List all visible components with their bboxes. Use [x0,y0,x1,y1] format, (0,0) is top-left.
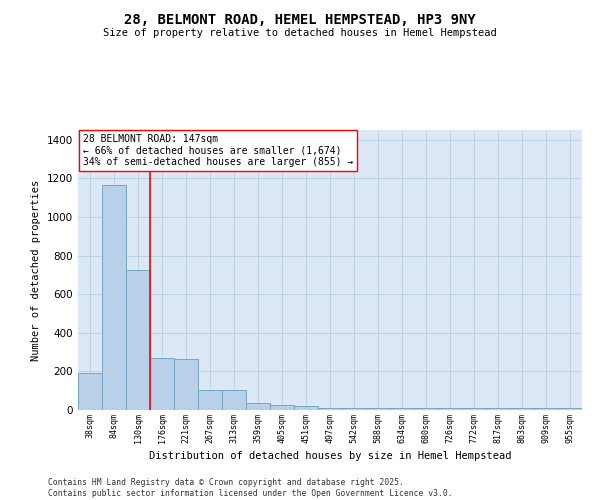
Bar [510,408,534,410]
Text: 28 BELMONT ROAD: 147sqm
← 66% of detached houses are smaller (1,674)
34% of semi: 28 BELMONT ROAD: 147sqm ← 66% of detache… [83,134,353,168]
Bar [198,390,222,410]
Bar [174,359,198,410]
Bar [486,408,510,410]
Bar [342,408,366,410]
Bar [294,406,318,410]
X-axis label: Distribution of detached houses by size in Hemel Hempstead: Distribution of detached houses by size … [149,451,511,461]
Text: Size of property relative to detached houses in Hemel Hempstead: Size of property relative to detached ho… [103,28,497,38]
Bar [126,270,150,410]
Text: Contains HM Land Registry data © Crown copyright and database right 2025.
Contai: Contains HM Land Registry data © Crown c… [48,478,452,498]
Bar [246,403,270,410]
Bar [438,408,462,410]
Bar [150,358,174,410]
Bar [270,405,294,410]
Bar [462,408,486,410]
Bar [366,408,390,410]
Y-axis label: Number of detached properties: Number of detached properties [31,180,41,360]
Bar [318,408,342,410]
Bar [102,185,126,410]
Bar [414,408,438,410]
Text: 28, BELMONT ROAD, HEMEL HEMPSTEAD, HP3 9NY: 28, BELMONT ROAD, HEMEL HEMPSTEAD, HP3 9… [124,12,476,26]
Bar [222,390,246,410]
Bar [534,408,558,410]
Bar [390,408,414,410]
Bar [558,408,582,410]
Bar [78,372,102,410]
